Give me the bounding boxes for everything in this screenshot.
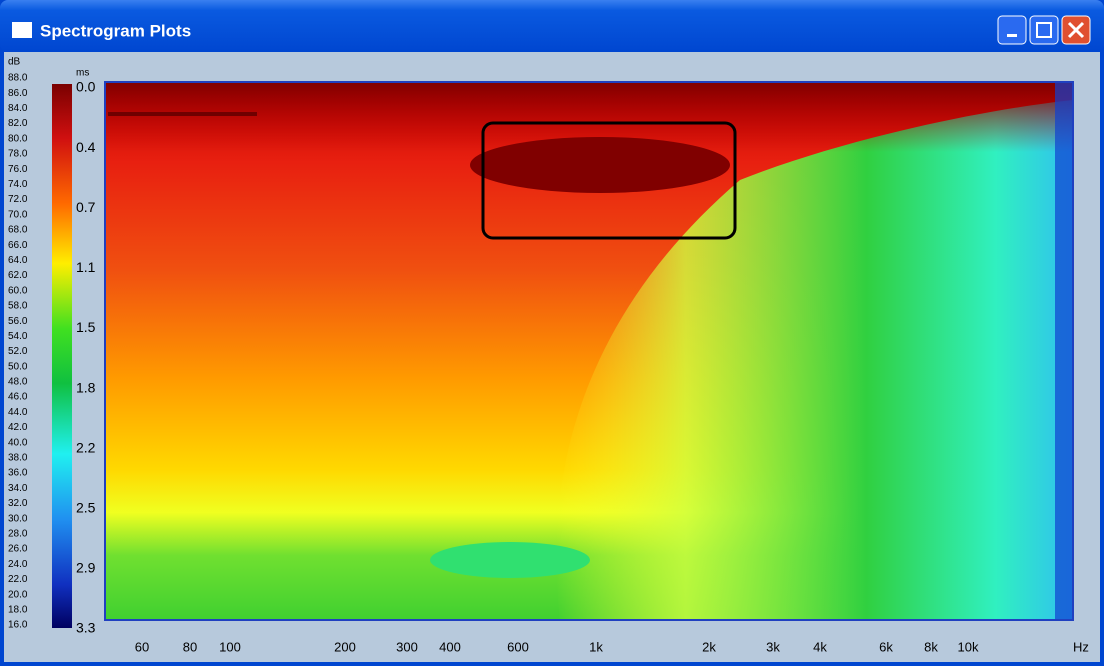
colorbar-label: 86.0 bbox=[8, 88, 28, 99]
minimize-button[interactable] bbox=[998, 16, 1026, 44]
colorbar-label: 20.0 bbox=[8, 589, 28, 600]
freq-label: 10k bbox=[958, 639, 979, 654]
freq-unit: Hz bbox=[1073, 639, 1089, 654]
spectrogram-edge bbox=[1055, 82, 1073, 620]
maximize-button[interactable] bbox=[1030, 16, 1058, 44]
colorbar-label: 26.0 bbox=[8, 544, 28, 555]
colorbar-label: 62.0 bbox=[8, 270, 28, 281]
colorbar-label: 72.0 bbox=[8, 194, 28, 205]
colorbar-label: 80.0 bbox=[8, 133, 28, 144]
colorbar-label: 28.0 bbox=[8, 528, 28, 539]
colorbar-label: 38.0 bbox=[8, 453, 28, 464]
colorbar-unit: dB bbox=[8, 57, 21, 68]
time-label: 1.1 bbox=[76, 259, 96, 275]
colorbar-label: 30.0 bbox=[8, 513, 28, 524]
freq-label: 400 bbox=[439, 639, 461, 654]
colorbar-label: 48.0 bbox=[8, 377, 28, 388]
time-unit: ms bbox=[76, 68, 89, 79]
colorbar-label: 18.0 bbox=[8, 604, 28, 615]
time-label: 3.3 bbox=[76, 620, 96, 636]
colorbar-label: 84.0 bbox=[8, 103, 28, 114]
colorbar-label: 46.0 bbox=[8, 392, 28, 403]
colorbar-label: 82.0 bbox=[8, 118, 28, 129]
minimize-icon bbox=[1007, 34, 1017, 37]
colorbar-label: 24.0 bbox=[8, 559, 28, 570]
colorbar-label: 70.0 bbox=[8, 209, 28, 220]
spectrogram-peak bbox=[470, 137, 730, 193]
time-label: 0.0 bbox=[76, 79, 96, 95]
time-label: 2.2 bbox=[76, 439, 96, 455]
freq-label: 1k bbox=[589, 639, 603, 654]
colorbar-label: 44.0 bbox=[8, 407, 28, 418]
freq-label: 2k bbox=[702, 639, 716, 654]
colorbar-label: 64.0 bbox=[8, 255, 28, 266]
colorbar-label: 56.0 bbox=[8, 316, 28, 327]
colorbar-label: 60.0 bbox=[8, 285, 28, 296]
freq-label: 80 bbox=[183, 639, 197, 654]
freq-label: 100 bbox=[219, 639, 241, 654]
colorbar-label: 34.0 bbox=[8, 483, 28, 494]
freq-label: 3k bbox=[766, 639, 780, 654]
colorbar-label: 58.0 bbox=[8, 301, 28, 312]
spectrogram-blob bbox=[430, 542, 590, 578]
colorbar-label: 54.0 bbox=[8, 331, 28, 342]
colorbar-label: 78.0 bbox=[8, 149, 28, 160]
colorbar-label: 76.0 bbox=[8, 164, 28, 175]
colorbar-label: 68.0 bbox=[8, 225, 28, 236]
colorbar-label: 52.0 bbox=[8, 346, 28, 357]
time-label: 2.5 bbox=[76, 499, 96, 515]
colorbar-label: 36.0 bbox=[8, 468, 28, 479]
colorbar-label: 40.0 bbox=[8, 437, 28, 448]
window: Spectrogram Plots dB ms Hz 88.0 86.0 84.0 8… bbox=[0, 0, 1104, 666]
time-label: 0.4 bbox=[76, 139, 96, 155]
window-title: Spectrogram Plots bbox=[40, 21, 191, 40]
freq-label: 300 bbox=[396, 639, 418, 654]
colorbar-label: 42.0 bbox=[8, 422, 28, 433]
colorbar-label: 50.0 bbox=[8, 361, 28, 372]
colorbar-label: 16.0 bbox=[8, 620, 28, 631]
colorbar-label: 74.0 bbox=[8, 179, 28, 190]
colorbar bbox=[52, 84, 72, 628]
spectrogram bbox=[105, 82, 1073, 620]
freq-label: 8k bbox=[924, 639, 938, 654]
time-label: 0.7 bbox=[76, 199, 96, 215]
colorbar-label: 88.0 bbox=[8, 73, 28, 84]
freq-label: 600 bbox=[507, 639, 529, 654]
time-label: 1.8 bbox=[76, 379, 96, 395]
colorbar-label: 22.0 bbox=[8, 574, 28, 585]
time-label: 2.9 bbox=[76, 560, 96, 576]
colorbar-label: 32.0 bbox=[8, 498, 28, 509]
app-icon bbox=[12, 22, 32, 38]
freq-label: 4k bbox=[813, 639, 827, 654]
freq-label: 200 bbox=[334, 639, 356, 654]
colorbar-label: 66.0 bbox=[8, 240, 28, 251]
time-label: 1.5 bbox=[76, 319, 96, 335]
freq-label: 60 bbox=[135, 639, 149, 654]
freq-label: 6k bbox=[879, 639, 893, 654]
